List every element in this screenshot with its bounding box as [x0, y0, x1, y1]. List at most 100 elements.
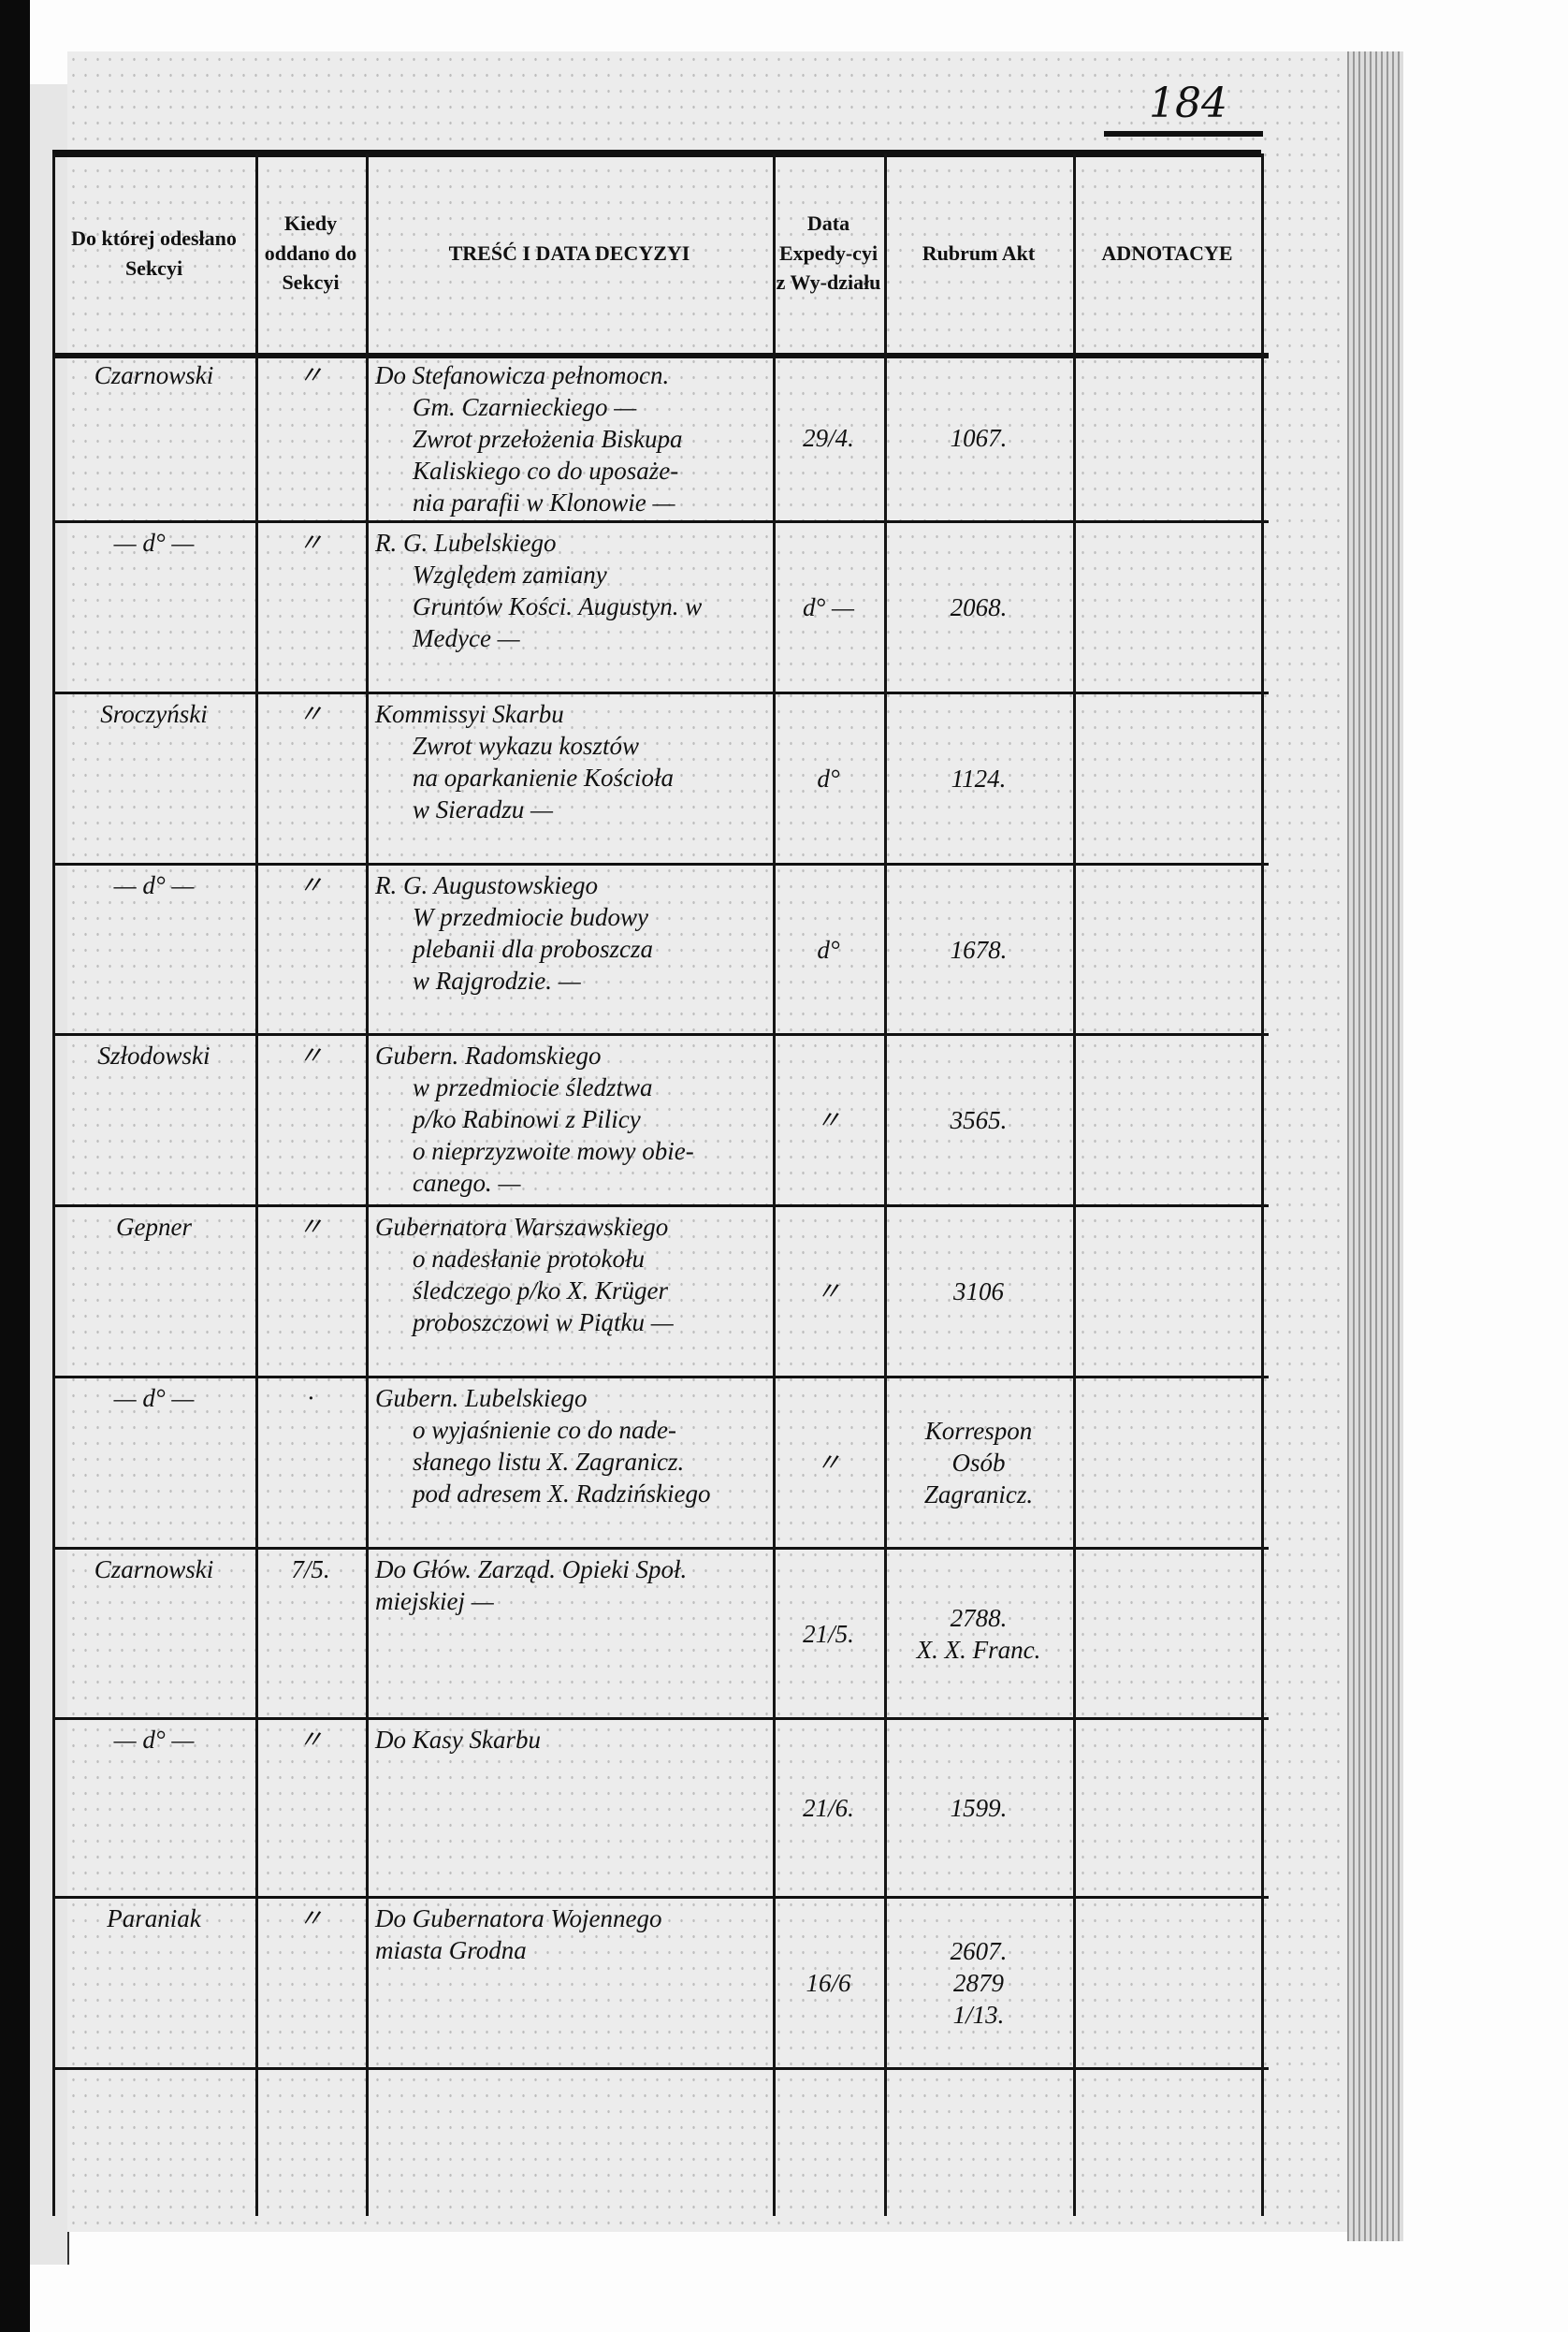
content-line: Gubernatora Warszawskiego	[375, 1213, 669, 1241]
row-divider	[52, 1896, 1269, 1899]
scan-border	[0, 0, 30, 2332]
rubrum-line: 1599.	[950, 1794, 1008, 1822]
row-divider	[52, 863, 1269, 866]
cell-when: 〃	[298, 529, 324, 557]
cell-content: Do Kasy Skarbu	[375, 1724, 763, 1756]
cell-content: Do Stefanowicza pełnomocn. Gm. Czarniecki…	[375, 359, 763, 518]
cell-section: — d° —	[113, 1726, 195, 1754]
row-divider	[52, 2067, 1269, 2070]
row-divider	[52, 1547, 1269, 1550]
column-divider	[1261, 153, 1264, 2216]
header-expedition: Data Expedy-cyi z Wy-działu	[776, 211, 881, 295]
cell-when: 〃	[298, 361, 324, 389]
row-divider	[52, 353, 1269, 358]
row-divider	[52, 520, 1269, 523]
cell-rubrum: 1678.	[893, 934, 1064, 966]
cell-rubrum: 1599.	[893, 1792, 1064, 1824]
content-line: Gubern. Lubelskiego	[375, 1384, 588, 1412]
cell-expedition: 〃	[816, 1106, 841, 1134]
row-divider	[52, 1204, 1269, 1207]
cell-content: Do Gubernatora Wojennego miasta Grodna	[375, 1902, 763, 1966]
content-line: Do Kasy Skarbu	[375, 1726, 541, 1754]
header-rubrum: Rubrum Akt	[922, 240, 1036, 265]
rubrum-line: 3106	[953, 1277, 1004, 1305]
cell-section: Czarnowski	[94, 361, 214, 389]
cell-section: Sroczyński	[100, 700, 208, 728]
header-when: Kiedy oddano do Sekcyi	[264, 211, 357, 295]
rubrum-line: 2788.	[950, 1604, 1008, 1632]
content-line: Kommissyi Skarbu	[375, 700, 564, 728]
content-line: miejskiej —	[375, 1587, 494, 1615]
row-divider	[52, 1376, 1269, 1378]
cell-expedition: d°	[817, 765, 840, 793]
rubrum-line: 2879	[953, 1969, 1004, 1997]
header-content: TREŚĆ I DATA DECYZYI	[448, 240, 690, 265]
cell-section: Szłodowski	[97, 1042, 211, 1070]
rubrum-line: 1067.	[950, 424, 1008, 452]
rubrum-line: Korrespon	[924, 1417, 1033, 1445]
cell-when: 〃	[298, 871, 324, 899]
cell-section: — d° —	[113, 871, 195, 899]
cell-section: Gepner	[116, 1213, 192, 1241]
content-line: śledczego p/ko X. Krüger	[413, 1276, 668, 1304]
content-line: Zwrot przełożenia Biskupa	[413, 425, 683, 453]
content-line: miasta Grodna	[375, 1936, 527, 1964]
cell-when: 〃	[298, 1213, 324, 1241]
rubrum-line: 2607.	[950, 1937, 1008, 1965]
cell-rubrum: Korrespon Osób Zagranicz.	[893, 1415, 1064, 1510]
header-top-rule	[52, 150, 1261, 157]
cell-content: Kommissyi Skarbu Zwrot wykazu kosztów na o…	[375, 698, 763, 825]
content-line: słanego listu X. Zagranicz.	[413, 1448, 685, 1476]
column-divider	[884, 153, 887, 2216]
cell-expedition: 16/6	[806, 1969, 851, 1997]
content-line: p/ko Rabinowi z Pilicy	[413, 1105, 641, 1133]
content-line: w przedmiocie śledztwa	[413, 1073, 653, 1101]
column-divider	[52, 153, 55, 2216]
rubrum-line: 3565.	[950, 1106, 1008, 1134]
rubrum-line: X. X. Franc.	[916, 1636, 1041, 1664]
content-line: Do Głów. Zarząd. Opieki Społ.	[375, 1555, 688, 1583]
column-divider	[1073, 153, 1076, 2216]
cell-rubrum: 3106	[893, 1275, 1064, 1307]
content-line: w Sieradzu —	[413, 795, 554, 823]
cell-section: — d° —	[113, 1384, 195, 1412]
page-stack-edge	[1347, 51, 1403, 2241]
content-line: Gruntów Kości. Augustyn. w	[413, 592, 703, 620]
row-divider	[52, 1033, 1269, 1036]
cell-when: 〃	[298, 1726, 324, 1754]
content-line: o wyjaśnienie co do nade-	[413, 1416, 676, 1444]
cell-content: R. G. Lubelskiego Względem zamiany Gruntów…	[375, 527, 763, 654]
cell-when: 〃	[298, 1904, 324, 1932]
content-line: W przedmiocie budowy	[413, 903, 648, 931]
cell-content: Gubern. Lubelskiego o wyjaśnienie co do n…	[375, 1382, 763, 1509]
content-line: nia parafii w Klonowie —	[413, 488, 675, 517]
cell-rubrum: 2788. X. X. Franc.	[893, 1602, 1064, 1666]
cell-content: R. G. Augustowskiego W przedmiocie budowy…	[375, 869, 763, 997]
row-divider	[52, 692, 1269, 694]
rubrum-line: Zagranicz.	[923, 1480, 1034, 1509]
column-divider	[255, 153, 258, 2216]
column-divider	[773, 153, 776, 2216]
content-line: Gubern. Radomskiego	[375, 1042, 602, 1070]
content-line: Gm. Czarnieckiego —	[413, 393, 637, 421]
content-line: o nadesłanie protokołu	[413, 1245, 645, 1273]
table-row	[52, 2067, 1261, 2216]
cell-expedition: 21/5.	[803, 1620, 854, 1648]
content-line: w Rajgrodzie. —	[413, 967, 581, 995]
cell-section: Paraniak	[107, 1904, 201, 1932]
cell-content: Do Głów. Zarząd. Opieki Społ. miejskiej —	[375, 1553, 763, 1617]
cell-when: ·	[307, 1384, 314, 1412]
content-line: R. G. Lubelskiego	[375, 529, 557, 557]
column-divider	[366, 153, 369, 2216]
cell-expedition: 〃	[816, 1277, 841, 1305]
rubrum-line: 2068.	[950, 593, 1008, 621]
cell-expedition: 〃	[816, 1449, 841, 1477]
rubrum-line: 1124.	[951, 765, 1007, 793]
cell-rubrum: 1067.	[893, 422, 1064, 454]
header-section: Do której odesłano Sekcyi	[71, 226, 237, 280]
cell-expedition: d°	[817, 936, 840, 964]
page-number: 184	[1149, 80, 1227, 127]
cell-rubrum: 3565.	[893, 1104, 1064, 1136]
register-page	[67, 51, 1349, 2232]
rubrum-line: Osób	[951, 1449, 1006, 1477]
